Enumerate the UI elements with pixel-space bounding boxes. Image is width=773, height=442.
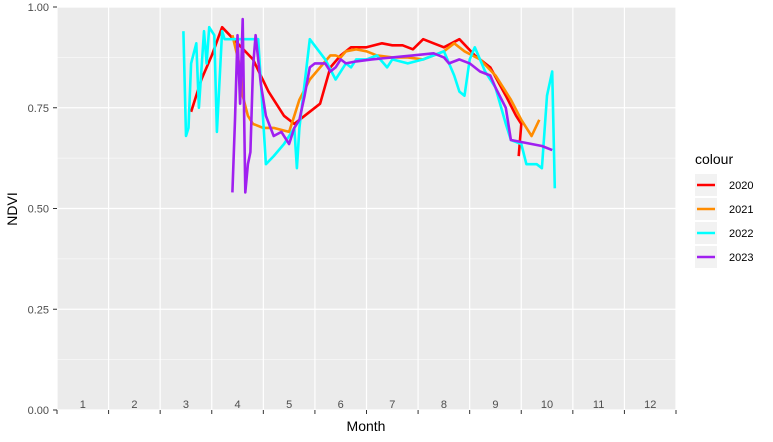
y-axis-title: NDVI bbox=[4, 192, 20, 225]
legend-label-2020: 2020 bbox=[729, 180, 753, 192]
x-tick-label: 11 bbox=[593, 399, 604, 411]
series-line-2023 bbox=[231, 17, 553, 194]
x-tick-label: 1 bbox=[80, 399, 86, 411]
x-tick-label: 3 bbox=[183, 399, 189, 411]
x-tick-label: 7 bbox=[389, 399, 395, 411]
x-tick-label: 4 bbox=[234, 399, 240, 411]
x-tick-label: 9 bbox=[492, 399, 498, 411]
series-line-2022 bbox=[182, 25, 557, 189]
legend-title: colour bbox=[695, 151, 733, 167]
y-axis: 0.00 0.25 0.50 0.75 1.00 bbox=[28, 2, 57, 417]
x-tick-label: 6 bbox=[338, 399, 344, 411]
x-tick-label: 2 bbox=[131, 399, 137, 411]
x-tick-label: 8 bbox=[441, 399, 447, 411]
legend: colour 2020 2021 2022 2023 bbox=[695, 151, 753, 268]
legend-label-2023: 2023 bbox=[729, 252, 753, 264]
x-tick-label: 12 bbox=[644, 399, 656, 411]
y-tick-label: 0.75 bbox=[28, 103, 49, 115]
x-axis: 1 2 3 4 5 6 7 8 9 10 11 12 bbox=[56, 399, 677, 414]
y-tick-label: 0.50 bbox=[28, 204, 49, 216]
x-tick-label: 5 bbox=[286, 399, 292, 411]
y-tick-label: 0.00 bbox=[28, 405, 49, 417]
legend-label-2022: 2022 bbox=[729, 228, 753, 240]
legend-label-2021: 2021 bbox=[729, 204, 753, 216]
series-layer bbox=[182, 17, 557, 194]
x-tick-label: 10 bbox=[541, 399, 553, 411]
x-axis-title: Month bbox=[347, 418, 386, 434]
series-line-2021 bbox=[231, 34, 541, 138]
y-tick-label: 1.00 bbox=[28, 2, 49, 14]
y-tick-label: 0.25 bbox=[28, 304, 49, 316]
